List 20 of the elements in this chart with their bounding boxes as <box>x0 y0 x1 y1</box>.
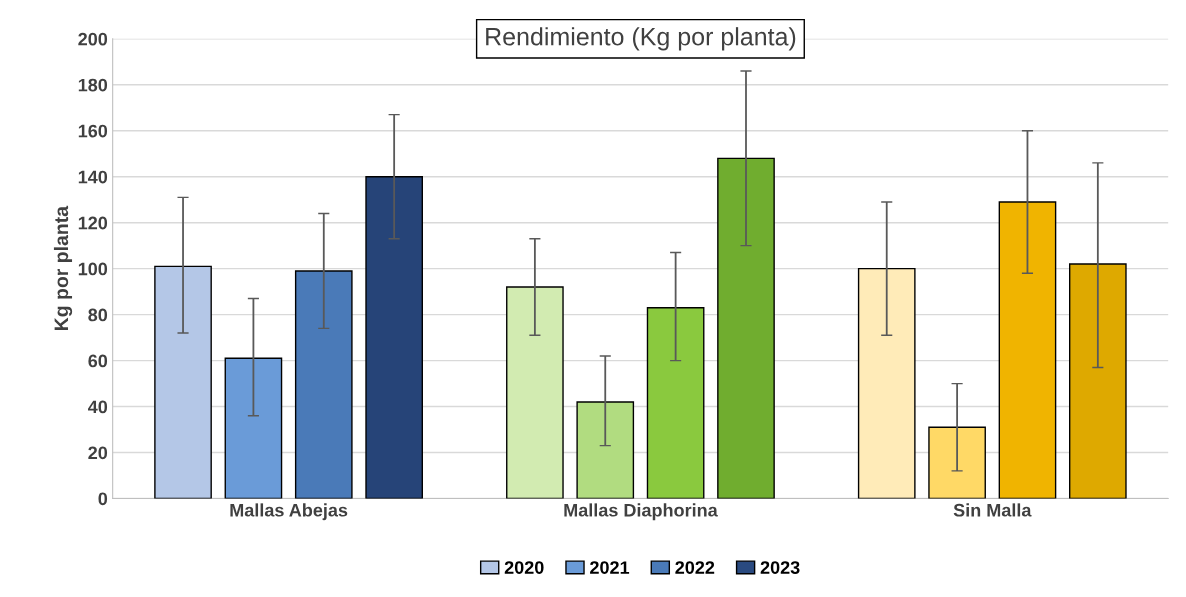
y-tick-label: 100 <box>78 262 108 276</box>
legend-label: 2022 <box>675 561 715 574</box>
x-tick-label: Mallas Abejas <box>230 503 348 521</box>
chart-title: Rendimiento (Kg por planta) <box>486 27 796 51</box>
y-tick-label: 200 <box>78 32 108 46</box>
legend-label: 2020 <box>504 561 544 574</box>
y-tick-label: 180 <box>78 78 108 92</box>
x-tick-label: Sin Malla <box>953 503 1032 517</box>
x-tick-label: Mallas Diaphorina <box>564 503 718 521</box>
legend-label: 2023 <box>760 561 800 574</box>
legend-label: 2021 <box>590 561 630 574</box>
y-tick-label: 20 <box>88 446 108 460</box>
y-tick-label: 40 <box>88 400 108 414</box>
y-tick-label: 0 <box>98 492 108 506</box>
y-tick-label: 120 <box>78 216 108 230</box>
y-tick-label: 80 <box>88 308 108 322</box>
y-tick-label: 60 <box>88 354 108 368</box>
y-tick-label: 140 <box>78 170 108 184</box>
y-tick-label: 160 <box>78 124 108 138</box>
y-axis-title: Kg por planta <box>53 205 73 330</box>
